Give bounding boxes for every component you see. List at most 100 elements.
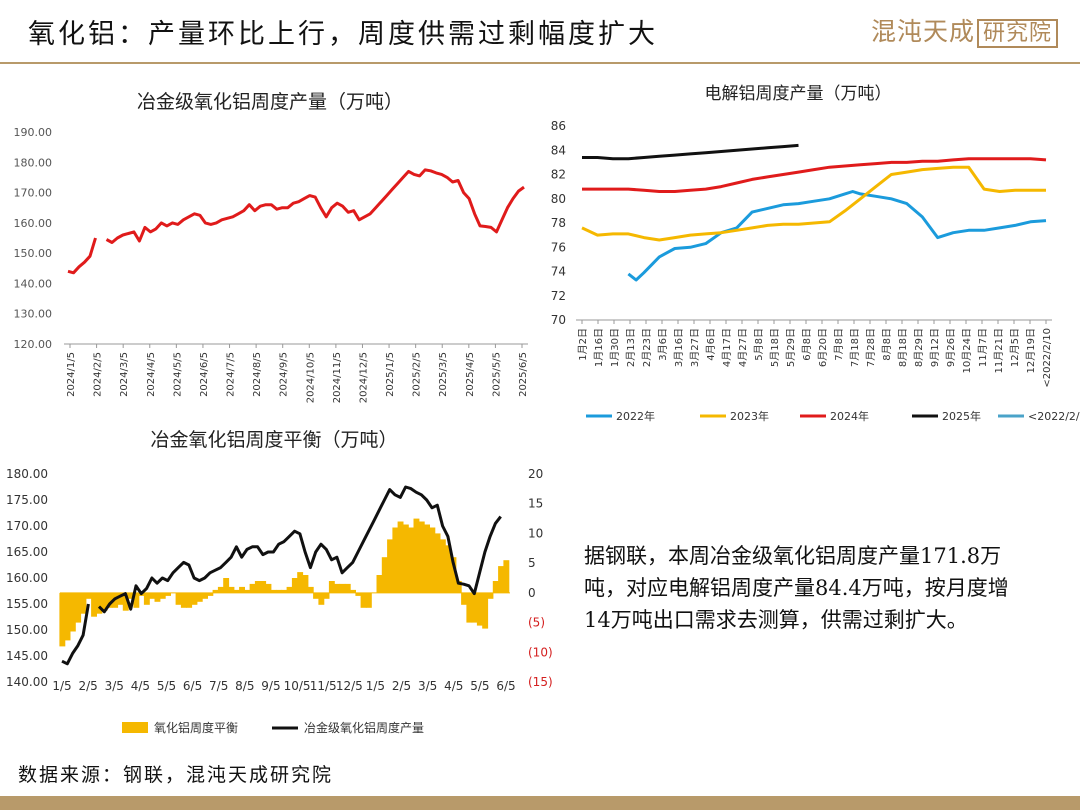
balance-bar [244,589,251,593]
balance-bar [334,583,341,593]
balance-bar [265,583,272,593]
x-tick-label: 7月18日 [849,328,861,367]
x-tick-label: 8月29日 [913,328,925,367]
balance-bar [387,539,393,593]
balance-bar [101,592,108,611]
left-tick-label: 145.00 [6,649,48,663]
balance-bar [392,527,399,593]
balance-bar [323,592,330,599]
x-tick-label: 2024/2/5 [93,352,104,397]
legend-label: 2023年 [730,409,769,423]
balance-bar [128,592,134,599]
x-tick-label: 2/5 [78,679,97,693]
right-tick-label: 20 [528,467,543,481]
balance-bar [260,581,267,593]
balance-bar [461,592,467,605]
y-tick-label: 80 [551,192,566,206]
balance-bar [498,566,504,593]
x-tick-label: 5月18日 [769,328,781,367]
balance-bar [402,524,409,593]
balance-bar [69,592,76,632]
x-tick-label: 2025/1/5 [385,352,396,397]
legend-label: 2022年 [616,409,655,423]
production-line [97,485,502,614]
right-tick-label: (10) [528,645,553,659]
x-tick-label: 3月16日 [673,328,685,367]
balance-bar [466,592,473,623]
balance-bar [482,592,489,629]
x-tick-label: 2024/9/5 [279,352,290,397]
y-tick-label: 86 [551,119,566,133]
balance-bar [254,581,261,593]
left-tick-label: 180.00 [6,467,48,481]
series-line [582,157,1047,193]
logo-boxed-text: 研究院 [976,19,1058,48]
balance-bar [492,581,499,593]
balance-bar [217,586,224,593]
x-tick-label: 5/5 [470,679,489,693]
x-tick-label: 4/5 [131,679,150,693]
x-tick-label: 1/5 [52,679,71,693]
alumina-balance-svg: 冶金氧化铝周度平衡（万吨） 140.00 145.00 150.00 155.00 160… [6,429,553,735]
x-tick-label: 2024/7/5 [226,352,237,397]
x-tick-label: 6月8日 [801,328,813,361]
balance-bar [133,592,140,608]
x-tick-label: 10月24日 [961,328,973,373]
x-tick-label: 1月16日 [593,328,605,367]
balance-bar [350,589,356,593]
x-tick-label: 5月29日 [785,328,797,367]
balance-bar [207,592,214,596]
balance-bar [149,592,156,599]
x-tick-label: 2024/4/5 [146,352,157,397]
balance-bar [313,592,319,599]
commentary-text: 据钢联，本周冶金级氧化铝周度产量171.8万吨，对应电解铝周度产量84.4万吨，… [584,544,1009,632]
x-tick-label: 6/5 [183,679,202,693]
y-tick-label: 76 [551,240,566,254]
legend-label: 2025年 [942,409,981,423]
balance-bar [122,592,129,611]
x-tick-label: 6月20日 [817,328,829,367]
balance-bar [202,592,208,599]
production-line-segment [67,237,97,275]
x-tick-label: 2024/1/5 [66,352,77,397]
x-tick-label: 10/5 [284,679,311,693]
balance-bar [59,592,66,647]
y-tick-label: 160.00 [14,217,53,230]
x-tick-label: 5月8日 [753,328,765,361]
x-tick-label: 2/5 [392,679,411,693]
x-tick-label: 2025/4/5 [465,352,476,397]
logo-text: 混沌天成 [870,17,975,46]
balance-bar [291,578,298,593]
left-tick-label: 155.00 [6,597,48,611]
balance-bar [424,524,430,593]
x-tick-label: 2025/6/5 [518,352,529,397]
y-tick-label: 130.00 [14,308,53,321]
y-tick-label: 82 [551,168,566,182]
x-tick-label: 2024/8/5 [252,352,263,397]
series-line [627,190,1047,282]
x-tick-label: 2月13日 [625,328,637,367]
balance-bar [503,560,510,593]
legend-label: 冶金级氧化铝周度产量 [304,720,424,735]
balance-bar [165,592,171,596]
right-tick-label: (5) [528,616,545,630]
balance-bar [175,592,182,605]
balance-bar [239,586,245,593]
balance-bar [75,592,82,623]
balance-bar [413,518,420,593]
balance-bar [471,592,478,623]
balance-bar [80,592,87,614]
balance-bar [307,586,314,593]
legend-label: <2022/2/10 [1028,410,1080,423]
x-tick-label: 7月8日 [833,328,845,361]
balance-bar [355,592,362,596]
balance-bar [476,592,483,626]
x-tick-label: 2024/6/5 [199,352,210,397]
balance-bar [196,592,203,602]
balance-bar [143,592,150,605]
page-title: 氧化铝：产量环比上行，周度供需过剩幅度扩大 [28,19,658,50]
balance-bar [281,589,288,593]
balance-bar [418,521,425,593]
x-tick-label: 8/5 [235,679,254,693]
legend-label: 氧化铝周度平衡 [154,720,238,735]
